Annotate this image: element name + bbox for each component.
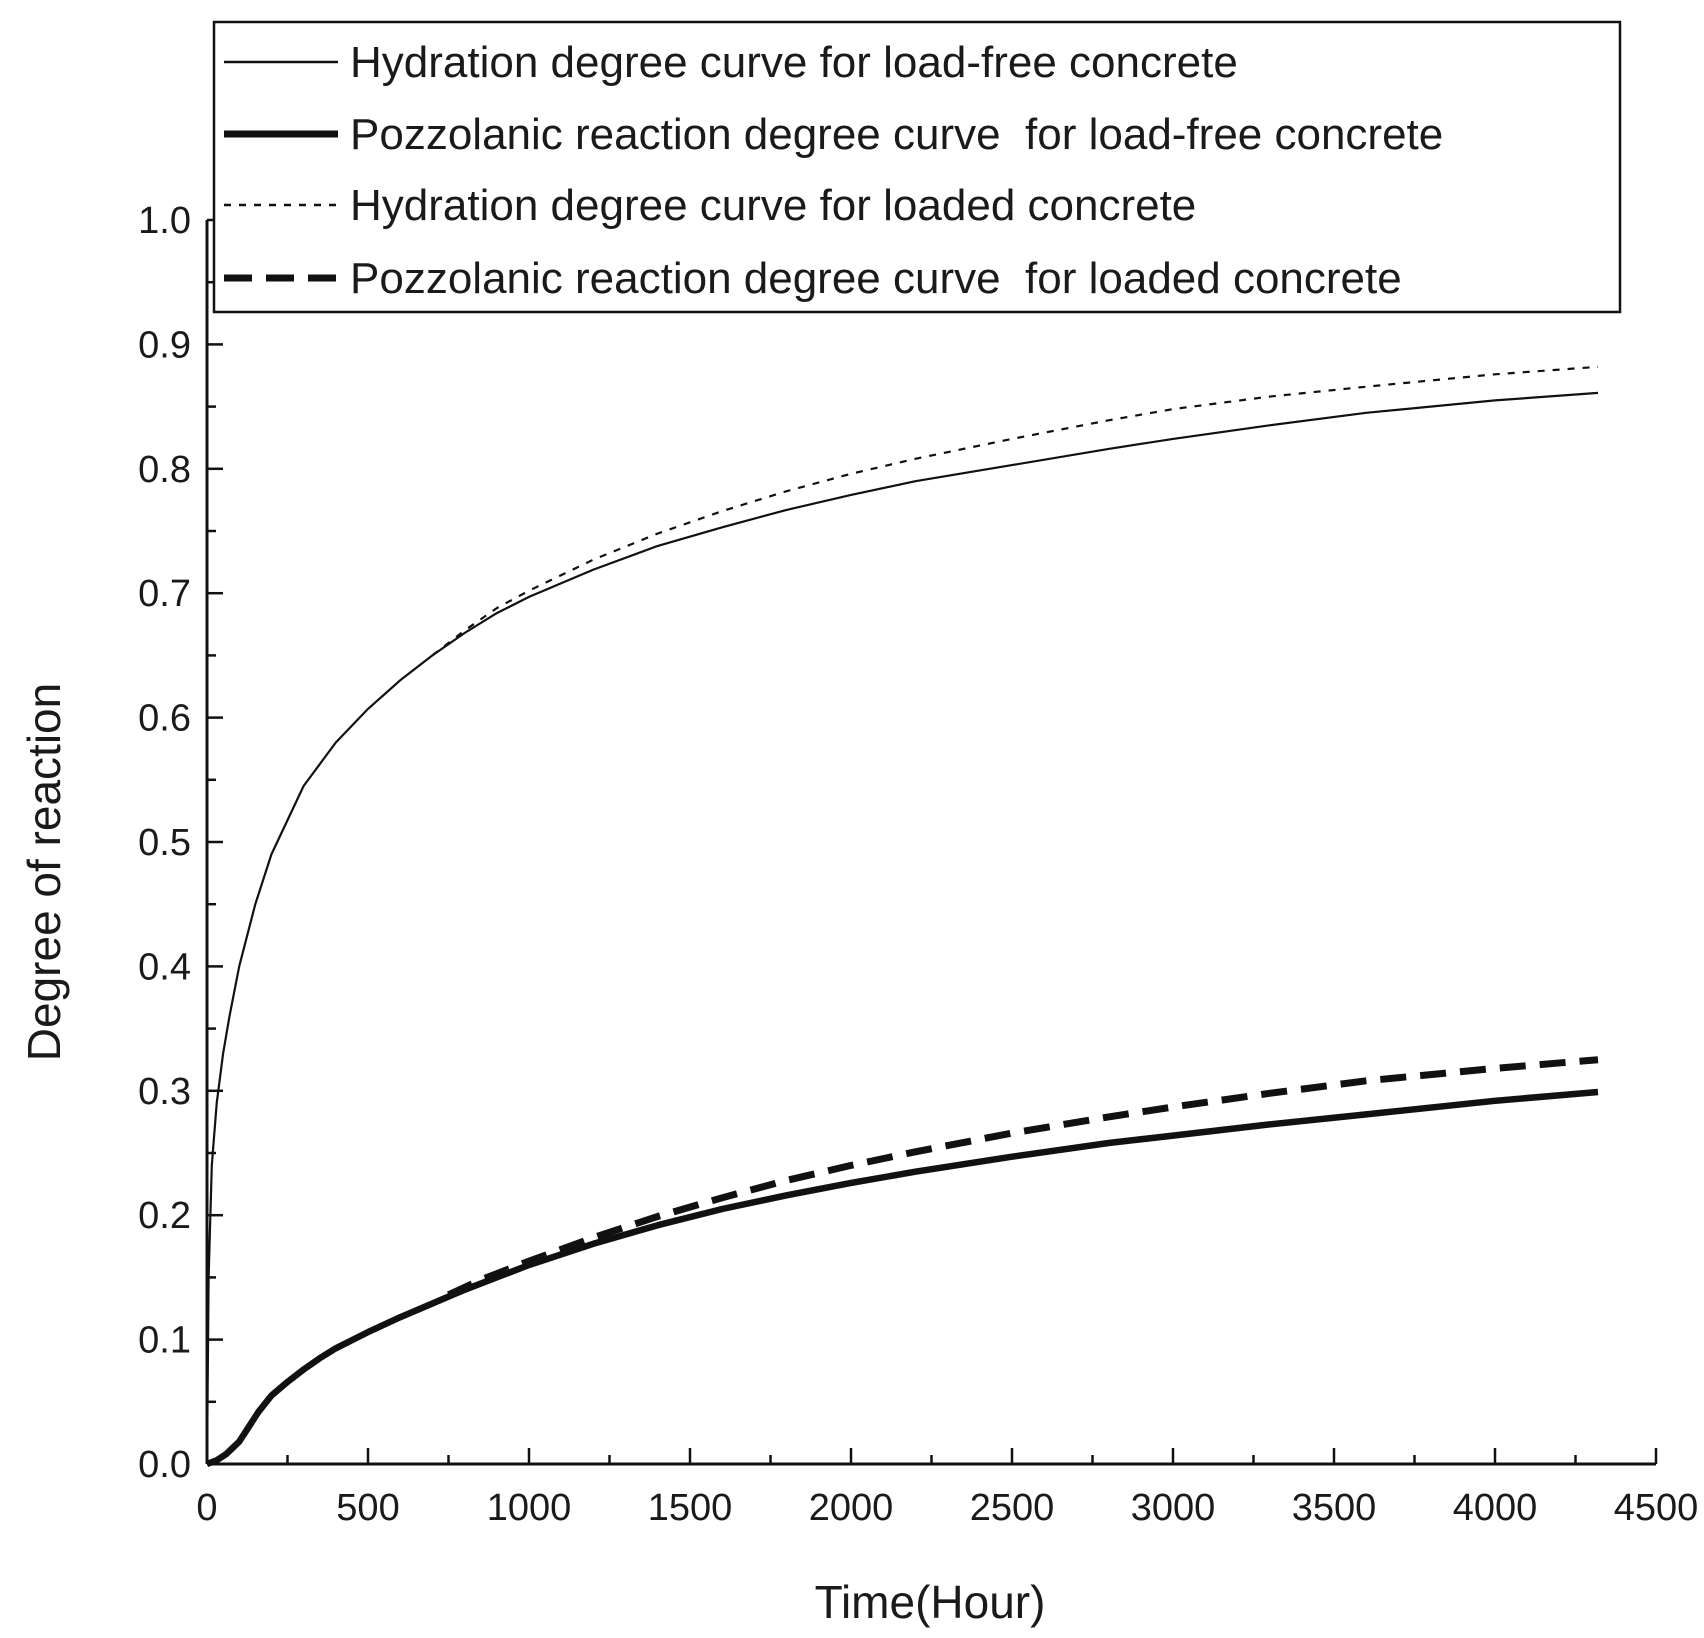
x-tick-label: 2500 (970, 1487, 1055, 1529)
legend-label-pozzolanic-loaded: Pozzolanic reaction degree curve for loa… (350, 254, 1402, 303)
y-axis-title: Degree of reaction (18, 683, 70, 1061)
y-tick-label: 0.6 (138, 698, 191, 740)
x-tick-label: 3500 (1292, 1487, 1377, 1529)
legend-label-hydration-load-free: Hydration degree curve for load-free con… (350, 38, 1238, 87)
x-tick-label: 500 (336, 1487, 399, 1529)
series-pozzolanic-load-free (205, 1088, 1599, 1468)
x-tick-label: 0 (196, 1487, 217, 1529)
y-tick-label: 0.0 (138, 1444, 191, 1486)
legend-label-pozzolanic-load-free: Pozzolanic reaction degree curve for loa… (350, 110, 1443, 159)
x-tick-label: 2000 (809, 1487, 894, 1529)
y-tick-label: 0.5 (138, 822, 191, 864)
x-axis-title: Time(Hour) (815, 1576, 1046, 1628)
legend-box (212, 20, 1622, 314)
y-tick-label: 0.2 (138, 1195, 191, 1237)
y-tick-label: 0.7 (138, 573, 191, 615)
y-tick-label: 0.9 (138, 324, 191, 366)
ticks-layer (205, 218, 1658, 1466)
y-tick-label: 0.8 (138, 449, 191, 491)
tick-labels-layer: 0 500 1000 1500 2000 2500 3000 3500 4000 4500 0.0 0… (138, 200, 1698, 1529)
series-hydration-loaded (431, 365, 1599, 657)
y-tick-label: 1.0 (138, 200, 191, 242)
curves-layer (205, 365, 1599, 1468)
x-tick-label: 3000 (1131, 1487, 1216, 1529)
series-hydration-load-free (205, 391, 1599, 1465)
y-tick-label: 0.1 (138, 1320, 191, 1362)
x-tick-label: 1000 (487, 1487, 572, 1529)
x-tick-label: 4000 (1453, 1487, 1538, 1529)
x-tick-label: 4500 (1614, 1487, 1699, 1529)
series-pozzolanic-loaded (447, 1056, 1599, 1298)
x-tick-label: 1500 (648, 1487, 733, 1529)
y-tick-label: 0.3 (138, 1071, 191, 1113)
legend-label-hydration-loaded: Hydration degree curve for loaded concre… (350, 181, 1196, 230)
y-tick-label: 0.4 (138, 946, 191, 988)
legend: Hydration degree curve for load-free con… (212, 20, 1622, 314)
